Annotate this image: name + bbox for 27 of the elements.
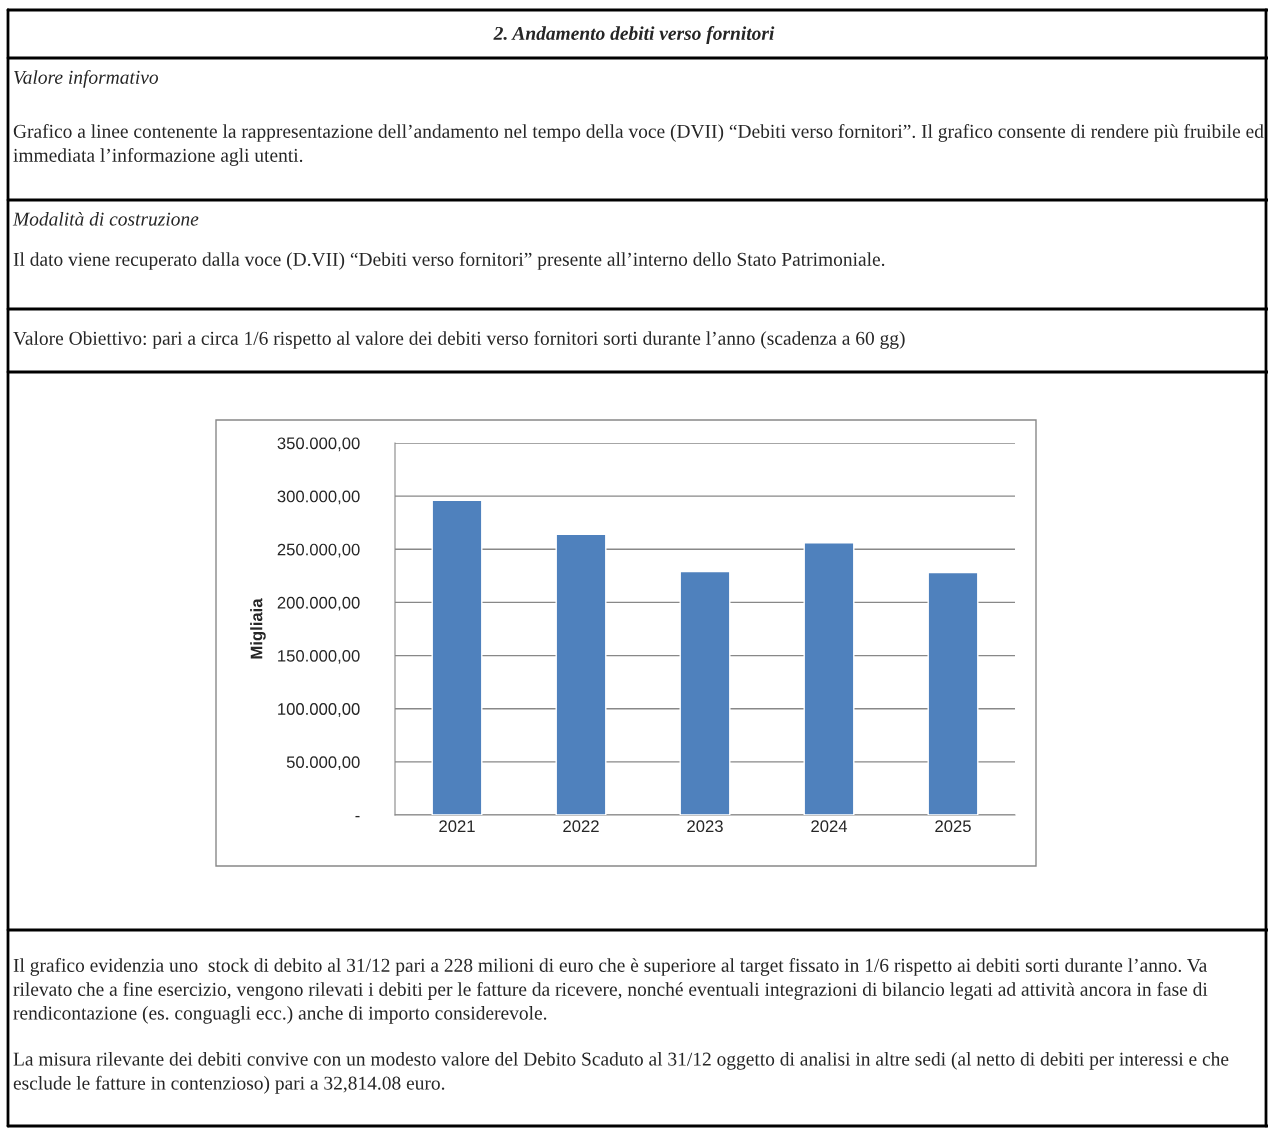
x-tick-label: 2024: [811, 820, 848, 833]
x-tick-label: 2022: [563, 820, 599, 833]
text: Valore Obiettivo: pari a circa 1/6 rispetto al valore dei debiti verso fornitori sorti durante l’anno (scadenza a 60 gg): [13, 331, 905, 349]
text: Modalità di costruzione: [12, 211, 199, 226]
x-tick-label: 2023: [687, 820, 723, 833]
y-tick-label: 100.000,00: [278, 703, 360, 717]
y-tick-label: 250.000,00: [277, 543, 360, 558]
y-tick-label: 150.000,00: [278, 649, 360, 664]
y-tick-label: 50.000,00: [286, 756, 360, 771]
text: Il dato viene recuperato dalla voce (D.VII) “Debiti verso fornitori” presente all’interno dello Stato Patrimoniale.: [13, 252, 885, 270]
bar: [431, 499, 483, 815]
bar: [803, 542, 855, 815]
x-tick-label: 2025: [935, 820, 971, 833]
y-tick-label: 350.000,00: [277, 437, 360, 452]
chart-title: 2. Andamento debiti verso fornitori: [493, 26, 775, 44]
bar: [679, 570, 731, 815]
y-tick-label: 200.000,00: [277, 596, 360, 611]
y-tick-label: -: [355, 815, 360, 818]
y-tick-label: 300.000,00: [277, 490, 360, 505]
x-tick-label: 2021: [439, 820, 475, 833]
text: La misura rilevante dei debiti convive con un modesto valore del Debito Scaduto al 31/12 oggetto di analisi in altre sedi (al netto di debiti per interessi e che esclude le fatture in contenzioso) pari a 32,814.08 euro.: [13, 1052, 1229, 1094]
y-axis-title: Migliaia: [250, 598, 266, 659]
bar: [927, 571, 979, 815]
text: Il grafico evidenzia uno stock di debito al 31/12 pari a 228 milioni di euro che è superiore al target fissato in 1/6 rispetto ai debiti sorti durante l’anno. Va rilevato che a fine esercizio, vengono rilevati i debiti per le fatture da ricevere, nonché eventuali integrazioni di bilancio legati ad attività ancora in fase di rendicontazione (es. conguagli ecc.) anche di importo considerevole.: [13, 958, 1208, 1024]
text: Grafico a linee contenente la rappresentazione dell’andamento nel tempo della voce (DVII) “Debiti verso fornitori”. Il grafico consente di rendere più fruibile ed immediata l’informazione agli utenti.: [13, 124, 1264, 166]
bar: [555, 533, 607, 815]
text: Valore informativo: [14, 70, 159, 88]
